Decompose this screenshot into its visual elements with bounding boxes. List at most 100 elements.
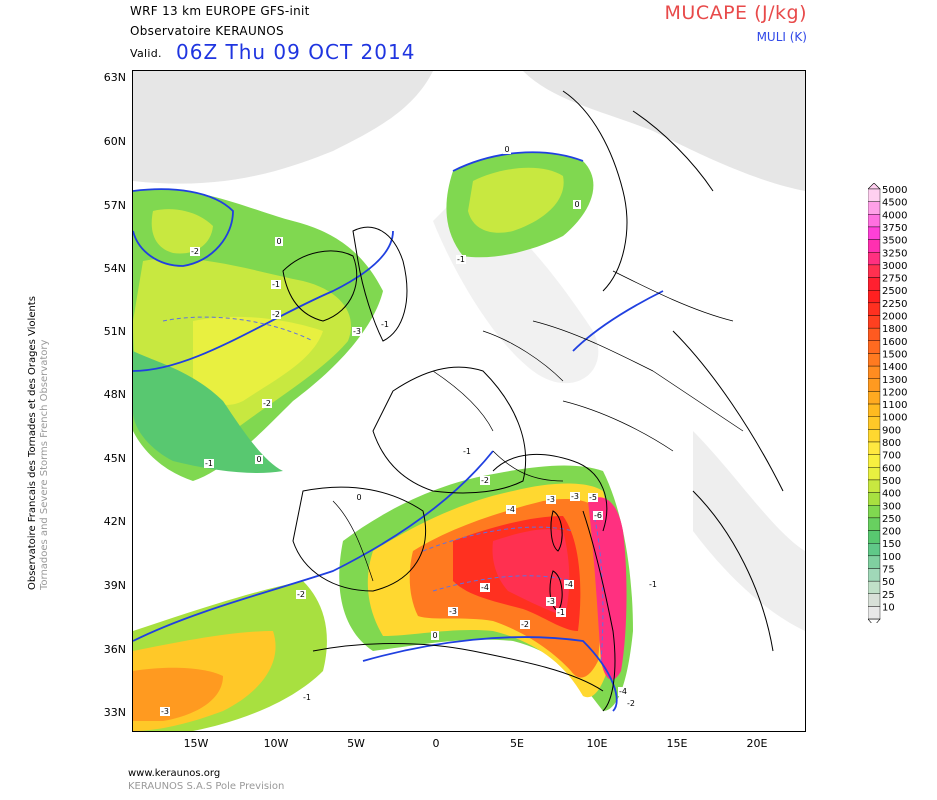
muli-label: -5 [589, 493, 597, 502]
footer-site: www.keraunos.org [128, 768, 221, 779]
muli-label: -4 [481, 583, 489, 592]
legend-swatch [868, 239, 881, 253]
muli-label: -1 [649, 580, 657, 589]
lon-tick: 0 [432, 737, 440, 750]
legend-level-label: 1600 [882, 337, 907, 348]
observatory-name: Observatoire KERAUNOS [130, 24, 284, 38]
legend-arrow-up [868, 183, 881, 190]
muli-label: -6 [594, 511, 602, 520]
legend-level-label: 1500 [882, 349, 907, 360]
legend-swatch [868, 530, 881, 544]
muli-label: 0 [504, 145, 509, 154]
legend-swatch [868, 201, 881, 215]
legend-swatch [868, 264, 881, 278]
legend-swatch [868, 467, 881, 481]
side-credit-en: Tornadoes and Severe Storms French Obser… [39, 340, 50, 591]
legend-level-label: 10 [882, 602, 895, 613]
legend-swatch [868, 429, 881, 443]
muli-label: -2 [521, 620, 529, 629]
legend-swatch [868, 543, 881, 557]
legend-level-label: 1400 [882, 362, 907, 373]
legend-swatch [868, 365, 881, 379]
lat-tick: 42N [103, 515, 126, 528]
lat-tick: 51N [103, 325, 126, 338]
lat-tick: 57N [103, 199, 126, 212]
muli-labels: -2 0 -1 -2 -3 -1 -2 -1 0 0 0 -1 -1 -2 -4… [160, 145, 658, 716]
muli-label: -1 [557, 608, 565, 617]
coastlines [282, 90, 784, 712]
parameter-title: MUCAPE (J/kg) [664, 2, 807, 24]
legend-level-label: 3750 [882, 223, 907, 234]
muli-label: -2 [297, 590, 305, 599]
lon-tick: 20E [746, 737, 768, 750]
legend-level-label: 150 [882, 539, 901, 550]
legend-level-label: 100 [882, 552, 901, 563]
muli-label: -3 [547, 495, 555, 504]
legend-level-label: 75 [882, 565, 895, 576]
muli-label: -4 [507, 505, 515, 514]
muli-label: -3 [449, 607, 457, 616]
legend-level-label: 700 [882, 451, 901, 462]
legend-swatch [868, 441, 881, 455]
legend-swatch [868, 505, 881, 519]
lat-tick: 63N [103, 71, 126, 84]
legend-level-label: 1200 [882, 387, 907, 398]
muli-label: 0 [276, 237, 281, 246]
legend-swatch [868, 568, 881, 582]
legend-swatch [868, 555, 881, 569]
lat-tick: 39N [103, 579, 126, 592]
atlantic-cape-band [133, 188, 383, 481]
muli-label: -3 [547, 597, 555, 606]
legend-swatch [868, 479, 881, 493]
lon-tick: 10W [263, 737, 289, 750]
legend-swatch [868, 327, 881, 341]
legend-swatch [868, 188, 881, 202]
muli-label: -2 [627, 699, 635, 708]
muli-label: 0 [574, 200, 579, 209]
muli-label: -1 [457, 255, 465, 264]
legend-level-label: 1800 [882, 324, 907, 335]
legend-level-label: 1100 [882, 400, 907, 411]
lat-tick: 48N [103, 388, 126, 401]
legend-level-label: 4000 [882, 210, 907, 221]
legend-swatch [868, 214, 881, 228]
legend-level-label: 1000 [882, 413, 907, 424]
legend-level-label: 3250 [882, 248, 907, 259]
legend-swatch [868, 403, 881, 417]
valid-label: Valid. [130, 47, 162, 60]
model-info: WRF 13 km EUROPE GFS-init [130, 4, 310, 18]
lat-tick: 60N [103, 135, 126, 148]
forecast-map: -2 0 -1 -2 -3 -1 -2 -1 0 0 0 -1 -1 -2 -4… [132, 70, 806, 732]
muli-label: -2 [272, 310, 280, 319]
legend-swatch [868, 606, 881, 620]
legend-level-label: 2250 [882, 299, 907, 310]
muli-label: -2 [481, 476, 489, 485]
north-sea-cape [446, 152, 594, 258]
legend-level-label: 5000 [882, 185, 907, 196]
legend-level-label: 2500 [882, 286, 907, 297]
legend-level-label: 2000 [882, 312, 907, 323]
side-credit: Observatoire Francais des Tornades et de… [27, 296, 50, 591]
muli-label: 0 [256, 455, 261, 464]
southwest-cape [133, 581, 327, 731]
legend-level-label: 250 [882, 514, 901, 525]
legend-level-label: 4500 [882, 198, 907, 209]
muli-label: -2 [191, 247, 199, 256]
muli-label: -3 [161, 707, 169, 716]
legend-level-label: 900 [882, 425, 901, 436]
lat-tick: 36N [103, 643, 126, 656]
lat-tick: 54N [103, 262, 126, 275]
legend-level-label: 3500 [882, 236, 907, 247]
side-credit-fr: Observatoire Francais des Tornades et de… [27, 296, 38, 590]
muli-label: 0 [432, 631, 437, 640]
legend-level-label: 300 [882, 501, 901, 512]
legend-boxes [868, 183, 881, 623]
lon-tick: 5W [347, 737, 365, 750]
legend-level-label: 600 [882, 463, 901, 474]
lat-tick: 33N [103, 706, 126, 719]
lon-tick: 10E [586, 737, 608, 750]
legend-swatch [868, 315, 881, 329]
muli-label: -1 [272, 280, 280, 289]
